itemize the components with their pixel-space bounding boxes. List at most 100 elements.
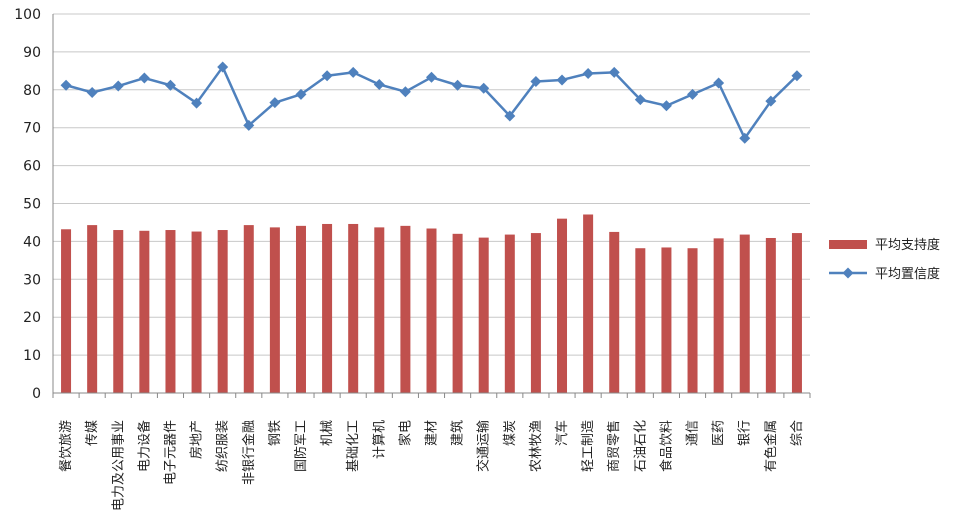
x-tick-label: 基础化工 xyxy=(346,420,361,472)
bar xyxy=(713,238,724,393)
x-tick-label: 国防军工 xyxy=(293,420,309,472)
bar xyxy=(609,231,620,393)
bar xyxy=(217,230,228,393)
y-tick-label: 20 xyxy=(23,310,41,326)
y-axis: 0 10 20 30 40 50 60 70 80 90 100 xyxy=(14,7,54,402)
bar xyxy=(452,233,463,393)
line-point xyxy=(530,75,542,87)
x-tick-label: 轻工制造 xyxy=(581,420,596,472)
bar xyxy=(165,230,176,393)
line-point xyxy=(243,119,255,131)
y-tick-label: 90 xyxy=(23,45,41,61)
bar xyxy=(426,228,437,393)
line-point xyxy=(713,77,725,89)
x-tick-label: 计算机 xyxy=(372,420,387,459)
x-tick-label: 纺织服装 xyxy=(216,420,231,472)
legend: 平均支持度 平均置信度 xyxy=(829,237,940,282)
bar xyxy=(583,214,594,393)
bar xyxy=(374,227,385,393)
x-tick-label: 交通运输 xyxy=(476,420,492,472)
x-tick-label: 商贸零售 xyxy=(606,420,622,472)
line-point xyxy=(295,88,307,100)
bar xyxy=(348,223,359,393)
y-tick-label: 70 xyxy=(23,121,41,137)
y-tick-label: 80 xyxy=(23,83,41,99)
x-tick-label: 家电 xyxy=(397,420,413,446)
legend-marker-diamond xyxy=(842,267,854,279)
line-point xyxy=(399,86,411,98)
line-point xyxy=(321,70,333,82)
line-point xyxy=(112,80,124,92)
x-axis: 餐饮旅游 传媒 电力及公用事业 电力设备 电子元器件 房地产 纺织服装 非银行金融 钢铁 国防军工… xyxy=(52,392,811,511)
bar xyxy=(191,231,202,393)
bar xyxy=(791,233,802,393)
bar xyxy=(478,237,489,393)
bar xyxy=(87,225,98,393)
legend-swatch-bar xyxy=(829,240,867,249)
line-point xyxy=(86,86,98,98)
line-point xyxy=(452,79,464,91)
line-point xyxy=(217,61,229,73)
line-point xyxy=(660,100,672,112)
line-point xyxy=(634,94,646,106)
legend-label-line: 平均置信度 xyxy=(875,266,940,282)
bar xyxy=(739,234,750,393)
line-point xyxy=(138,72,150,84)
line-point xyxy=(426,71,437,83)
bar xyxy=(269,227,280,393)
x-tick-label: 建材 xyxy=(425,420,440,446)
y-tick-label: 40 xyxy=(23,234,41,250)
y-tick-label: 10 xyxy=(23,348,41,364)
x-tick-label: 农林牧渔 xyxy=(529,420,544,472)
x-tick-label: 综合 xyxy=(790,420,805,446)
x-tick-label: 建筑 xyxy=(450,420,466,446)
line-point xyxy=(739,132,751,144)
bar-series xyxy=(61,214,802,393)
x-tick-label: 非银行金融 xyxy=(241,420,257,485)
line-point xyxy=(687,88,699,100)
line-point xyxy=(478,82,490,94)
x-tick-label: 传媒 xyxy=(85,420,100,446)
line-point xyxy=(191,97,203,109)
bar xyxy=(765,237,776,393)
x-tick-label: 石油石化 xyxy=(633,420,648,472)
y-tick-label: 100 xyxy=(14,7,41,23)
legend-label-bar: 平均支持度 xyxy=(875,237,940,253)
x-tick-label: 房地产 xyxy=(189,420,205,459)
x-tick-label: 汽车 xyxy=(554,420,570,446)
bar xyxy=(400,225,411,393)
line-point xyxy=(556,74,568,86)
line-point xyxy=(60,79,72,91)
line-point xyxy=(582,68,594,80)
line-point xyxy=(347,66,359,78)
line-point xyxy=(608,66,620,78)
y-tick-label: 30 xyxy=(23,272,41,288)
x-tick-label: 医药 xyxy=(712,420,727,446)
x-tick-label: 电力及公用事业 xyxy=(111,420,126,511)
bar xyxy=(557,218,568,393)
bar xyxy=(322,223,333,393)
x-tick-label: 通信 xyxy=(686,420,701,446)
line-point xyxy=(791,70,803,82)
x-tick-label: 有色金属 xyxy=(763,420,779,472)
gridlines xyxy=(53,13,810,356)
y-tick-label: 60 xyxy=(23,159,41,175)
bar xyxy=(139,230,150,393)
line-point xyxy=(269,97,281,109)
x-tick-label: 餐饮旅游 xyxy=(58,420,74,472)
bar xyxy=(504,234,515,393)
bar xyxy=(661,247,672,393)
bar xyxy=(243,225,254,393)
line-point xyxy=(164,79,176,91)
bar xyxy=(61,229,72,393)
x-tick-label: 机械 xyxy=(320,420,335,446)
x-tick-label: 电子元器件 xyxy=(163,420,178,485)
x-tick-label: 钢铁 xyxy=(268,420,283,446)
x-tick-label: 银行 xyxy=(738,420,753,446)
x-tick-label: 食品饮料 xyxy=(658,420,674,472)
y-tick-label: 0 xyxy=(32,386,41,402)
bar xyxy=(295,225,306,393)
x-tick-label: 煤炭 xyxy=(503,420,518,446)
bar xyxy=(687,248,698,393)
